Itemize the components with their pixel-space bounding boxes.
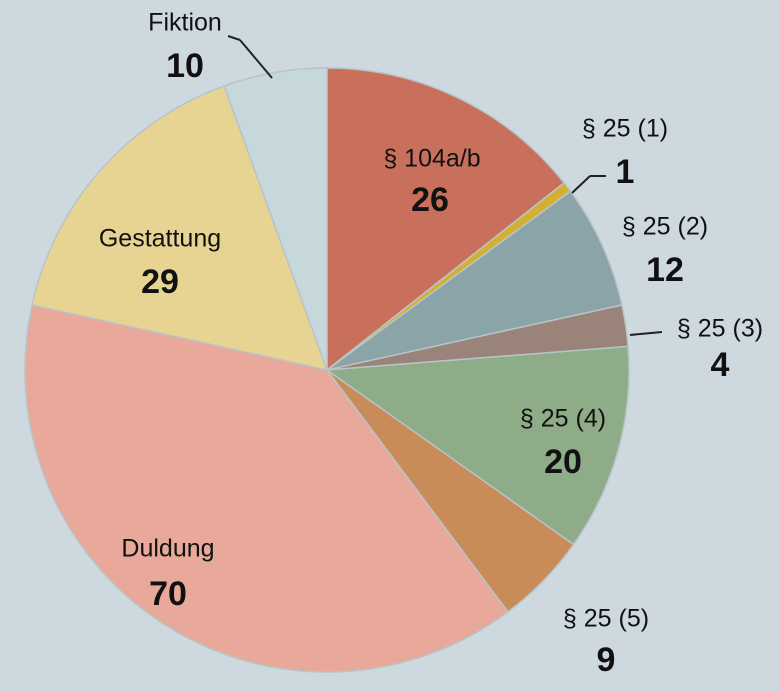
pie-slice <box>24 304 509 673</box>
slice-name: § 25 (5) <box>563 605 649 633</box>
slice-name: § 25 (2) <box>622 213 708 241</box>
slice-value: 26 <box>411 181 449 219</box>
slice-value: 9 <box>597 641 616 679</box>
slice-name: Duldung <box>121 535 214 563</box>
slice-value: 12 <box>646 251 684 289</box>
slice-value: 1 <box>616 153 635 191</box>
pie-slice <box>324 345 630 546</box>
slice-value: 20 <box>544 443 582 481</box>
slice-name: § 25 (1) <box>582 115 668 143</box>
pie-slice <box>326 190 623 371</box>
slice-name: Gestattung <box>99 225 221 253</box>
pie-slice <box>31 85 329 372</box>
pie-slice <box>223 67 328 371</box>
slice-value: 4 <box>711 346 730 384</box>
pie-slice <box>326 67 566 372</box>
slice-name: Fiktion <box>148 9 222 37</box>
leader-line <box>239 39 273 79</box>
slice-name: § 25 (3) <box>677 315 763 343</box>
slice-value: 29 <box>141 263 179 301</box>
slice-value: 10 <box>166 47 204 85</box>
slice-name: § 25 (4) <box>520 405 606 433</box>
slice-name: § 104a/b <box>383 145 480 173</box>
leader-line <box>227 35 241 41</box>
leader-line <box>571 175 591 194</box>
leader-line <box>629 331 663 336</box>
slice-value: 70 <box>149 575 187 613</box>
